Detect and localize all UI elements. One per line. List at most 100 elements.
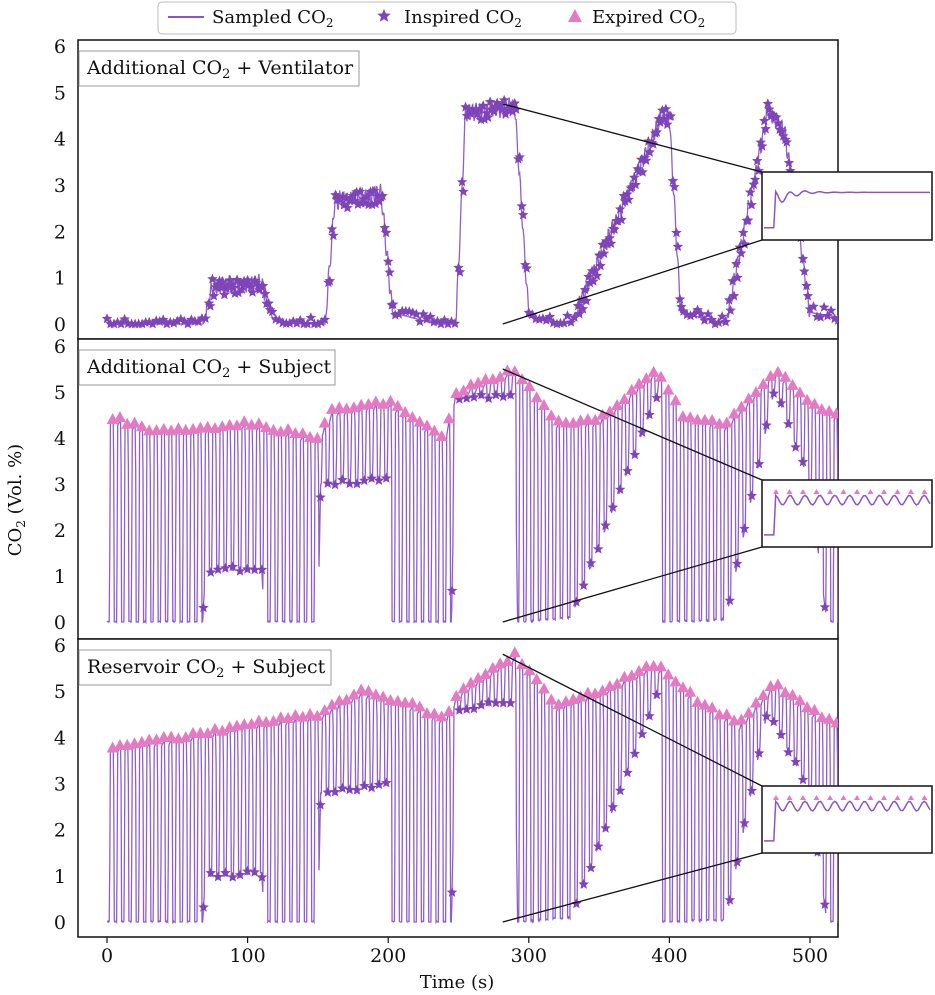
inspired-co2-point [695, 308, 707, 319]
expired-co2-point [304, 707, 317, 719]
zoom-inset-expired-point [881, 795, 887, 801]
expired-co2-point [135, 420, 148, 432]
expired-co2-point [216, 724, 229, 736]
inspired-co2-point [593, 841, 604, 851]
expired-co2-point [282, 423, 295, 435]
inspired-co2-point [749, 174, 761, 185]
expired-co2-point [793, 386, 806, 398]
inspired-co2-point [315, 799, 326, 810]
inspired-co2-point [351, 784, 363, 795]
expired-co2-point [384, 394, 397, 406]
inspired-co2-point [630, 179, 641, 190]
expired-co2-point [479, 667, 492, 679]
inspired-co2-point [490, 389, 502, 400]
inspired-co2-point [249, 866, 260, 877]
svg-text:Additional CO2 + Ventilator: Additional CO2 + Ventilator [86, 57, 354, 82]
inspired-co2-point [220, 867, 231, 878]
expired-co2-point [413, 700, 426, 712]
inspired-co2-point [483, 696, 494, 707]
inspired-co2-point [442, 318, 454, 329]
expired-co2-point [742, 392, 755, 404]
inspired-co2-point [381, 777, 392, 788]
expired-co2-point [596, 408, 609, 420]
inspired-co2-point [288, 315, 299, 326]
expired-co2-point [786, 688, 799, 700]
inspired-co2-point [739, 817, 750, 828]
expired-co2-point [442, 412, 455, 424]
panel-title-post: + Subject [224, 656, 325, 678]
inspired-co2-point [672, 241, 684, 252]
inspired-co2-point [843, 308, 854, 318]
expired-co2-point [523, 380, 536, 392]
expired-co2-point [274, 711, 287, 723]
inspired-co2-point [516, 200, 527, 211]
expired-co2-point [757, 377, 770, 389]
expired-co2-point [771, 678, 784, 690]
inspired-co2-point [667, 175, 679, 186]
inspired-co2-point [636, 728, 648, 739]
legend-label-sampled: Sampled CO [212, 7, 326, 28]
expired-co2-point [537, 399, 550, 411]
inspired-co2-point [629, 449, 640, 460]
zoom-connector-bottom [502, 852, 763, 923]
inspired-co2-point [585, 862, 597, 873]
inspired-co2-point [383, 256, 394, 266]
panel-frame [77, 39, 839, 340]
expired-co2-point [669, 394, 682, 406]
expired-co2-point [852, 719, 864, 730]
inspired-co2-point [217, 276, 229, 287]
expired-co2-point [625, 669, 638, 681]
inspired-co2-point [745, 186, 756, 197]
expired-co2-point [472, 671, 485, 683]
expired-co2-point [523, 664, 536, 676]
expired-co2-point [647, 659, 660, 671]
inspired-co2-point [783, 746, 794, 757]
inspired-co2-point [727, 275, 738, 286]
expired-co2-point [245, 717, 258, 729]
inspired-co2-point [753, 165, 764, 176]
expired-co2-point [128, 416, 141, 428]
inspired-co2-point [475, 114, 487, 125]
expired-co2-point [399, 696, 412, 708]
expired-co2-point [860, 404, 872, 415]
zoom-inset-expired-point [867, 795, 874, 801]
expired-co2-point [867, 403, 879, 414]
inspired-co2-point [571, 596, 582, 607]
expired-co2-point [801, 393, 814, 405]
expired-co2-point [435, 430, 448, 442]
expired-co2-point [194, 726, 207, 738]
inspired-co2-point [379, 222, 390, 233]
expired-co2-point [464, 676, 477, 688]
inspired-co2-point [291, 317, 302, 328]
expired-co2-point [808, 397, 821, 409]
inspired-co2-point [674, 293, 686, 304]
expired-co2-point [611, 677, 624, 689]
inspired-co2-point [446, 887, 458, 897]
inspired-co2-point [359, 475, 370, 486]
inspired-co2-point [366, 473, 377, 483]
inspired-co2-point [578, 580, 589, 590]
inspired-co2-point [377, 190, 388, 201]
expired-co2-point [530, 673, 543, 685]
expired-co2-point [552, 698, 565, 710]
inspired-co2-point [731, 856, 743, 867]
y-tick-label: 6 [54, 635, 66, 657]
expired-co2-point [830, 407, 838, 419]
inspired-co2-point [641, 155, 652, 165]
inspired-co2-point [342, 202, 353, 213]
inspired-co2-point [256, 871, 268, 882]
inspired-co2-point [205, 867, 216, 878]
inspired-co2-point [822, 310, 833, 321]
y-tick-label: 2 [54, 520, 66, 542]
zoom-inset [761, 785, 933, 854]
inspired-co2-point [359, 780, 370, 791]
inspired-co2-point [161, 318, 172, 329]
svg-text:Expired CO2: Expired CO2 [592, 7, 705, 30]
inspired-co2-point [732, 272, 743, 283]
expired-co2-point [640, 372, 653, 384]
zoom-inset-expired-point [840, 795, 847, 801]
inspired-co2-point [685, 310, 696, 321]
legend: Sampled CO2 Inspired CO2 Expired CO2 [157, 1, 737, 35]
expired-co2-point [340, 693, 353, 705]
